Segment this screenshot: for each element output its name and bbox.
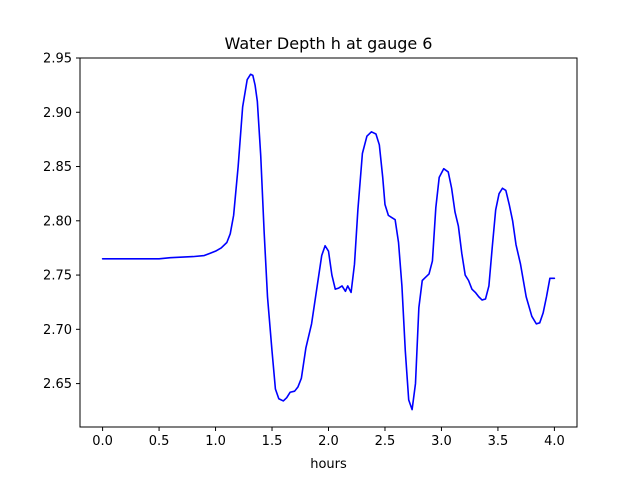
y-axis: 2.65 2.70 2.75 2.80 2.85 2.90 2.95 <box>43 52 80 392</box>
x-tick-label: 3.0 <box>431 434 452 449</box>
y-tick-label: 2.65 <box>43 377 72 392</box>
x-tick-label: 3.5 <box>488 434 509 449</box>
y-tick-label: 2.85 <box>43 160 72 175</box>
y-tick-label: 2.80 <box>43 214 72 229</box>
y-tick-label: 2.75 <box>43 269 72 284</box>
x-tick-label: 0.0 <box>92 434 113 449</box>
x-tick-label: 0.5 <box>149 434 170 449</box>
x-tick-label: 1.5 <box>262 434 283 449</box>
x-axis: 0.0 0.5 1.0 1.5 2.0 2.5 3.0 3.5 4.0 <box>92 427 565 449</box>
axes-frame <box>79 57 578 428</box>
y-tick-label: 2.95 <box>43 52 72 67</box>
series-line-1 <box>101 73 556 411</box>
chart-title: Water Depth h at gauge 6 <box>225 34 433 53</box>
x-tick-label: 2.5 <box>375 434 396 449</box>
plot-area <box>79 57 578 428</box>
x-tick-label: 2.0 <box>318 434 339 449</box>
x-axis-title: hours <box>310 457 347 472</box>
x-tick-label: 4.0 <box>544 434 565 449</box>
y-tick-label: 2.70 <box>43 323 72 338</box>
y-tick-label: 2.90 <box>43 106 72 121</box>
x-tick-label: 1.0 <box>205 434 226 449</box>
